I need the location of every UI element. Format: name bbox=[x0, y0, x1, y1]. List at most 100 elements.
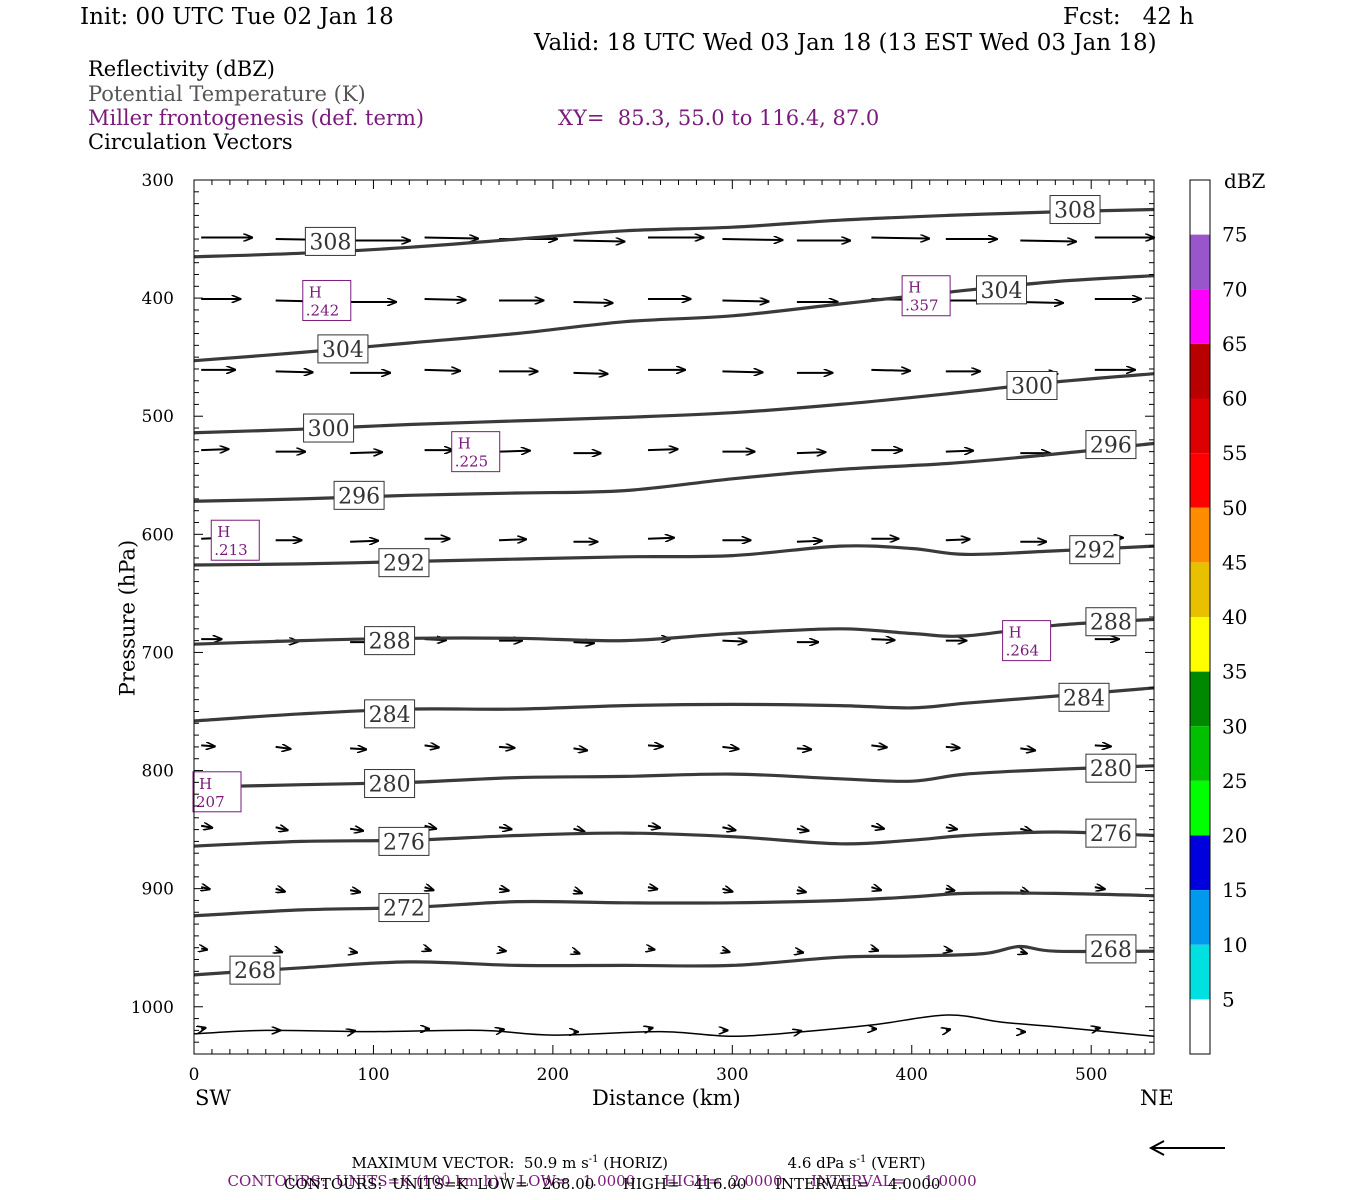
theta-contour-label: 296 bbox=[1090, 434, 1132, 459]
colorbar-tick-label: 45 bbox=[1222, 550, 1247, 574]
circulation-vector bbox=[573, 241, 625, 242]
theta-contour-label: 288 bbox=[1090, 611, 1132, 636]
circulation-vector bbox=[573, 373, 608, 374]
circulation-vector bbox=[1094, 887, 1105, 889]
theta-contour-268 bbox=[193, 944, 1155, 977]
circulation-vector bbox=[498, 889, 509, 891]
y-tick-label: 900 bbox=[142, 880, 174, 900]
theta-contour-label-box bbox=[1049, 195, 1101, 225]
colorbar-tick-label: 25 bbox=[1222, 769, 1247, 793]
fronto-high-value: .225 bbox=[455, 453, 488, 471]
colorbar-tick-label: 15 bbox=[1222, 878, 1247, 902]
circulation-vector bbox=[647, 538, 674, 539]
circulation-vector bbox=[871, 826, 884, 829]
circulation-vector bbox=[425, 887, 434, 890]
max-vert-note: 4.6 dPa s-1 (VERT) bbox=[778, 1140, 926, 1171]
field-frontogenesis: Miller frontogenesis (def. term) bbox=[88, 106, 425, 130]
colorbar-tick-label: 60 bbox=[1222, 387, 1247, 411]
theta-contour-label-box bbox=[1069, 535, 1121, 565]
theta-contour-label-box bbox=[304, 226, 356, 256]
circulation-vector bbox=[648, 1028, 653, 1029]
fronto-high-value: .242 bbox=[306, 301, 339, 319]
x-tick-label: 0 bbox=[189, 1065, 200, 1085]
theta-contour-label: 308 bbox=[1054, 199, 1096, 224]
theta-contour-label-box bbox=[364, 626, 416, 656]
colorbar-tick-label: 30 bbox=[1222, 714, 1247, 738]
fronto-contours-exp: -1 bbox=[498, 1172, 509, 1183]
theta-contour-label-box bbox=[364, 769, 416, 799]
theta-contour-label-box bbox=[1085, 934, 1137, 964]
circulation-vector bbox=[201, 949, 207, 950]
field-vectors: Circulation Vectors bbox=[88, 130, 293, 154]
circulation-vector bbox=[425, 949, 431, 951]
circulation-vector bbox=[275, 747, 291, 749]
theta-contour-label: 308 bbox=[309, 230, 351, 255]
theta-contour-label: 280 bbox=[369, 773, 411, 798]
colorbar-swatch bbox=[1190, 453, 1210, 508]
fronto-high-box bbox=[901, 275, 951, 317]
colorbar-swatch bbox=[1190, 671, 1210, 727]
circulation-vector bbox=[499, 1029, 504, 1030]
circulation-vector bbox=[1094, 745, 1111, 746]
fronto-high-marker: H bbox=[217, 523, 230, 541]
circulation-vector bbox=[573, 302, 613, 303]
circulation-vector bbox=[1020, 241, 1076, 242]
theta-contour-label: 300 bbox=[308, 417, 350, 442]
theta-contour-label-box bbox=[1006, 371, 1058, 401]
circulation-vector bbox=[275, 827, 288, 830]
theta-contour-276 bbox=[193, 830, 1155, 848]
circulation-vector bbox=[201, 745, 215, 746]
theta-contour-label-box bbox=[378, 893, 430, 923]
circulation-vector bbox=[796, 748, 811, 749]
theta-contour-label: 276 bbox=[383, 830, 425, 855]
colorbar-swatch bbox=[1190, 180, 1210, 235]
circulation-vector bbox=[1095, 1028, 1100, 1029]
circulation-vector bbox=[946, 950, 952, 951]
max-vert-value: 4.6 dPa s bbox=[787, 1154, 857, 1172]
theta-contour-label-box bbox=[1058, 682, 1110, 712]
theta-contour-label: 268 bbox=[234, 959, 276, 984]
theta-contour-label: 272 bbox=[383, 897, 425, 922]
circulation-vector bbox=[349, 829, 363, 831]
x-axis-title: Distance (km) bbox=[592, 1086, 741, 1110]
fronto-high-value: .264 bbox=[1006, 642, 1039, 660]
fronto-high-value: 207 bbox=[196, 793, 225, 811]
circulation-vector bbox=[722, 239, 782, 240]
theta-contour-label: 296 bbox=[338, 484, 380, 509]
theta-contour-label-box bbox=[364, 699, 416, 729]
theta-contour-label-box bbox=[378, 826, 430, 856]
colorbar-tick-label: 20 bbox=[1222, 824, 1247, 848]
y-tick-label: 600 bbox=[142, 525, 174, 545]
max-vector-note: MAXIMUM VECTOR: 50.9 m s-1 (HORIZ) bbox=[342, 1140, 668, 1171]
circulation-vector bbox=[349, 890, 360, 892]
fronto-contours-range: LOW= 1.0000 HIGH= 2.0000 INTERVAL= 1.000… bbox=[508, 1172, 977, 1190]
circulation-vector bbox=[1020, 748, 1035, 750]
colorbar-swatch bbox=[1190, 944, 1210, 1000]
circulation-vector bbox=[350, 952, 357, 953]
circulation-vector bbox=[796, 541, 822, 542]
circulation-vector bbox=[350, 452, 382, 453]
circulation-vector bbox=[498, 747, 514, 748]
colorbar-swatch bbox=[1190, 835, 1210, 891]
colorbar-tick-label: 55 bbox=[1222, 441, 1247, 465]
valid-time: Valid: 18 UTC Wed 03 Jan 18 (13 EST Wed … bbox=[534, 30, 1157, 56]
theta-contours-note: CONTOURS: UNITS=K LOW= 268.00 HIGH= 416.… bbox=[284, 1175, 941, 1193]
colorbar-swatch bbox=[1190, 343, 1210, 399]
fronto-high-marker: H bbox=[458, 435, 471, 453]
theta-contour-label-box bbox=[975, 275, 1027, 305]
circulation-vector bbox=[574, 890, 583, 893]
colorbar-tick-label: 65 bbox=[1222, 332, 1247, 356]
circulation-vector bbox=[871, 639, 894, 640]
circulation-vector bbox=[574, 952, 580, 954]
theta-contour-label: 300 bbox=[1011, 375, 1053, 400]
fronto-high-value: .357 bbox=[905, 297, 938, 315]
circulation-vector bbox=[424, 826, 437, 829]
circulation-vector bbox=[499, 451, 530, 452]
y-tick-label: 300 bbox=[142, 171, 174, 191]
theta-contour-surface bbox=[193, 1014, 1155, 1038]
theta-contour-label: 280 bbox=[1090, 757, 1132, 782]
y-tick-label: 800 bbox=[142, 762, 174, 782]
theta-contour-label-box bbox=[1085, 607, 1137, 637]
colorbar-swatch bbox=[1190, 398, 1210, 454]
